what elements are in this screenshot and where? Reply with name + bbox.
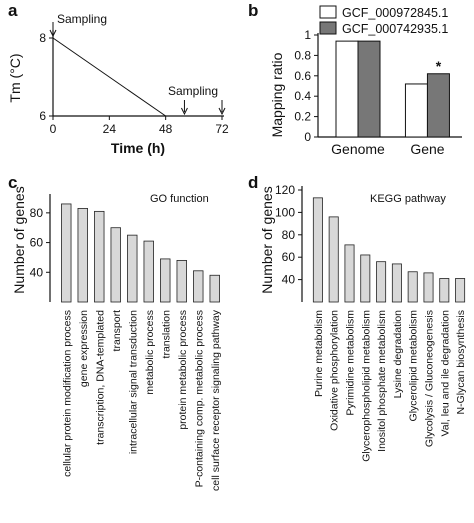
bar <box>423 272 434 303</box>
panel-d-letter: d <box>248 173 258 192</box>
panel-a-letter: a <box>8 1 18 20</box>
bar <box>335 40 359 138</box>
bar <box>407 271 418 303</box>
x-tick-label: translation <box>160 310 172 359</box>
x-tick-label: 24 <box>103 122 117 136</box>
bar <box>110 227 121 303</box>
y-tick-label: 6 <box>39 109 46 123</box>
panel-d-title: KEGG pathway <box>370 193 446 205</box>
bar <box>426 73 450 138</box>
annotation-sampling: Sampling <box>168 84 218 98</box>
bar <box>193 270 204 303</box>
legend-swatch <box>319 5 337 19</box>
bar <box>376 261 387 303</box>
x-tick-label: cellular protein modification process <box>61 310 73 477</box>
bar <box>61 203 72 303</box>
series-line <box>52 37 166 117</box>
x-tick-label: transport <box>111 310 123 352</box>
y-tick-label: 0.4 <box>294 89 311 103</box>
panel-a-xlabel: Time (h) <box>111 140 165 156</box>
x-tick-label: Glycerolipid metabolism <box>408 310 420 422</box>
y-tick-label: 120 <box>275 183 295 197</box>
panel-c-title: GO function <box>150 193 209 205</box>
y-tick-label: 80 <box>30 206 44 220</box>
bar <box>77 207 88 303</box>
sampling-arrow-head <box>49 29 57 38</box>
bar <box>328 216 339 303</box>
panel-d: d KEGG pathway Number of genes 40 60 80 100… <box>248 173 467 462</box>
panel-b-plot: 0 0.2 0.4 0.6 0.8 1 Genome Gene * <box>294 28 462 157</box>
panel-c-ylabel: Number of genes <box>11 186 27 293</box>
panel-c-plot: 40 60 80 cellular protein modification proc… <box>30 194 222 491</box>
x-tick-label: gene expression <box>78 310 90 387</box>
panel-d-ylabel: Number of genes <box>259 186 275 293</box>
panel-c: c GO function Number of genes 40 60 80 cell… <box>8 173 222 491</box>
x-tick-label: Inositol phosphate metabolism <box>376 310 388 452</box>
legend-label: GCF_000972845.1 <box>342 6 448 20</box>
bar <box>360 254 371 303</box>
bar <box>160 258 171 303</box>
panel-c-letter: c <box>8 173 17 192</box>
x-tick-label: Purine metabolism <box>313 310 325 397</box>
x-tick-label: protein metabolic process <box>177 310 189 430</box>
legend-swatch <box>319 21 337 35</box>
panel-b: b Mapping ratio 0 0.2 0.4 0.6 0.8 1 Genome Gene… <box>248 1 462 157</box>
bar <box>404 83 428 138</box>
bar <box>176 259 187 303</box>
bar <box>94 210 105 303</box>
x-tick-label: Genome <box>331 141 385 157</box>
y-tick-label: 40 <box>30 265 44 279</box>
bar <box>344 244 355 303</box>
panel-a-ylabel: Tm (°C) <box>7 53 23 102</box>
y-tick-label: 0.8 <box>294 48 311 62</box>
x-tick-label: N-Glycan biosynthesis <box>455 310 467 414</box>
bar <box>143 240 154 303</box>
y-tick-label: 60 <box>30 236 44 250</box>
annotation-sampling: Sampling <box>57 12 107 26</box>
x-tick-label: transcription, DNA-templated <box>94 310 106 445</box>
x-tick-label: P-containing comp. metabolic process <box>193 310 205 487</box>
panel-a: a Tm (°C) Time (h) 6 8 0 24 48 72 Sampling Samp… <box>7 1 229 156</box>
bar <box>391 263 402 303</box>
panel-b-letter: b <box>248 1 258 20</box>
x-tick-label: Lysine degradation <box>392 310 404 399</box>
x-tick-label: Gene <box>410 141 444 157</box>
x-tick-label: 72 <box>215 122 229 136</box>
bar <box>209 274 220 303</box>
x-tick-label: Glycerophospholipid metabolism <box>360 310 372 462</box>
x-tick-label: metabolic process <box>144 310 156 395</box>
y-tick-label: 60 <box>282 250 296 264</box>
y-tick-label: 80 <box>282 228 296 242</box>
panel-b-legend: GCF_000972845.1 GCF_000742935.1 <box>319 5 448 36</box>
x-tick-label: Glycolysis / Gluconeogenesis <box>424 310 436 447</box>
bar <box>357 40 381 138</box>
x-tick-label: cell surface receptor signaling pathway <box>210 309 222 491</box>
bar <box>127 234 138 303</box>
bar <box>439 278 450 303</box>
y-tick-label: 100 <box>275 205 295 219</box>
sampling-arrow-head <box>180 107 188 116</box>
panel-b-ylabel: Mapping ratio <box>269 52 285 137</box>
x-tick-label: 0 <box>50 122 57 136</box>
x-tick-label: Val, leu and ile degradation <box>439 310 451 437</box>
x-tick-label: intracellular signal transduction <box>127 310 139 454</box>
legend-label: GCF_000742935.1 <box>342 22 448 36</box>
x-tick-label: Oxidative phosphorylation <box>329 310 341 431</box>
y-tick-label: 8 <box>39 31 46 45</box>
panel-a-plot: 6 8 0 24 48 72 Sampling Sampling <box>39 12 229 136</box>
bar <box>455 278 466 303</box>
sampling-arrow-head <box>218 107 226 116</box>
y-tick-label: 0.2 <box>294 110 311 124</box>
y-tick-label: 40 <box>282 273 296 287</box>
y-tick-label: 0.6 <box>294 69 311 83</box>
x-tick-label: 48 <box>159 122 173 136</box>
bar <box>312 197 323 303</box>
y-tick-label: 1 <box>304 28 311 42</box>
panel-d-plot: 40 60 80 100 120 Purine metabolism Oxidative p… <box>275 183 467 462</box>
x-tick-label: Pyrimidine metabolism <box>345 310 357 416</box>
significance-star: * <box>436 58 442 74</box>
y-tick-label: 0 <box>304 130 311 144</box>
